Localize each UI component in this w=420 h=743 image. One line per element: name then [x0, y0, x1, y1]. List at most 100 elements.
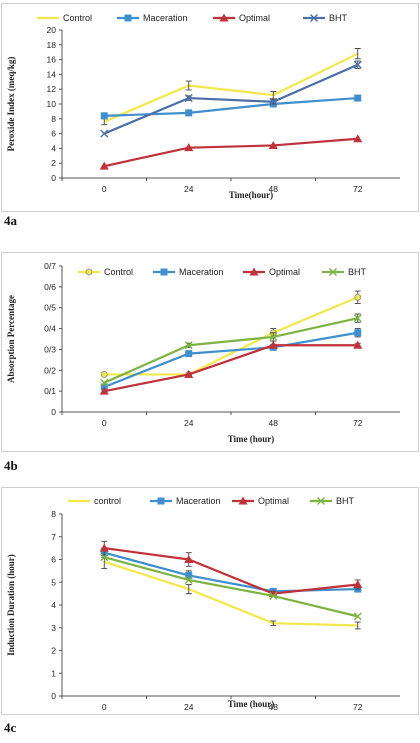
error-bar	[354, 621, 361, 630]
y-axis-label: Peroxide Index (meq/kg)	[6, 57, 16, 152]
x-tick-label: 0	[102, 184, 107, 194]
y-tick-label: 0/5	[44, 303, 56, 313]
legend-item: Optimal	[232, 496, 289, 506]
x-tick-label: 0	[102, 702, 107, 712]
legend-marker	[238, 496, 248, 505]
chart-frame-4a	[1, 3, 419, 212]
y-tick-label: 1	[51, 668, 56, 678]
data-point	[269, 332, 278, 341]
y-tick-label: 8	[51, 114, 56, 124]
error-bar	[354, 48, 361, 60]
data-point	[353, 60, 362, 69]
data-point	[184, 341, 193, 350]
legend-marker	[219, 13, 229, 22]
legend-item: Optimal	[243, 267, 300, 277]
x-tick-label: 0	[102, 418, 107, 428]
data-point	[354, 329, 362, 337]
y-tick-label: 0/1	[44, 386, 56, 396]
series-bht	[100, 553, 362, 621]
error-bar	[270, 620, 277, 626]
error-bar	[185, 584, 192, 595]
data-point	[354, 94, 362, 102]
x-tick-label: 24	[184, 184, 194, 194]
data-point	[185, 350, 193, 358]
data-point	[184, 143, 194, 152]
legend-label: BHT	[348, 267, 367, 277]
legend-item: Optimal	[213, 13, 270, 23]
legend-label: Optimal	[269, 267, 300, 277]
induction-duration-chart: 0 1 2 3 4 5 6 7 8 0 24 48 72 Time (hour) Induction Dur…	[6, 496, 400, 712]
legend-item: Control	[37, 13, 92, 23]
data-point	[268, 340, 278, 349]
legend-marker	[317, 497, 325, 505]
legend-label: Control	[63, 13, 92, 23]
x-tick-label: 72	[353, 702, 363, 712]
y-tick-label: 0/3	[44, 344, 56, 354]
panel-4b: 0 0/1 0/2 0/3 0/4 0/5 0/6 0/7 0 24 48 72 Time (hour)…	[0, 252, 420, 480]
y-tick-label: 0	[51, 691, 56, 701]
y-tick-label: 14	[47, 69, 57, 79]
legend-item: Maceration	[153, 267, 224, 277]
data-point	[184, 369, 194, 378]
legend-marker	[310, 14, 318, 22]
series-line	[103, 551, 358, 593]
series-line	[104, 137, 358, 168]
x-tick-label: 48	[269, 418, 279, 428]
panel-label-4a: 4a	[4, 213, 17, 228]
panel-label-4c: 4c	[4, 720, 17, 735]
data-point	[185, 571, 193, 579]
data-point	[100, 378, 109, 387]
legend-label: BHT	[336, 496, 355, 506]
legend-marker	[85, 268, 93, 276]
y-tick-label: 5	[51, 577, 56, 587]
legend-label: Maceration	[143, 13, 188, 23]
series-bht	[100, 60, 362, 138]
data-point	[99, 543, 109, 552]
y-tick-label: 0	[51, 407, 56, 417]
data-point	[100, 112, 108, 120]
data-point	[185, 109, 193, 117]
y-tick-label: 0/2	[44, 365, 56, 375]
legend-item: Control	[78, 267, 133, 277]
legend-item: Maceration	[150, 496, 221, 506]
legend-item: Maceration	[117, 13, 188, 23]
series-line	[103, 331, 358, 388]
legend-item: control	[68, 496, 121, 506]
data-point	[100, 553, 109, 562]
series-line	[103, 63, 359, 135]
y-tick-label: 3	[51, 623, 56, 633]
y-tick-label: 6	[51, 555, 56, 565]
series-line	[103, 317, 358, 384]
panel-label-4b: 4b	[4, 458, 18, 473]
y-tick-label: 0/4	[44, 324, 56, 334]
data-point	[184, 555, 194, 563]
x-axis-label: Time(hour)	[229, 190, 273, 200]
y-tick-label: 4	[51, 600, 56, 610]
panel-4a: 0 2 4 6 8 10 12 14 16 18 20 0 24 48 72 Time(hour) Peroxi…	[0, 0, 420, 235]
series-line	[104, 96, 358, 117]
legend-label: Maceration	[179, 267, 224, 277]
y-tick-label: 6	[51, 129, 56, 139]
x-tick-label: 72	[353, 418, 363, 428]
data-point	[354, 293, 362, 301]
data-point	[99, 161, 109, 170]
data-point	[100, 129, 109, 138]
series-line	[104, 296, 359, 376]
legend-marker	[157, 497, 165, 505]
series-line	[103, 52, 359, 123]
series-optimal	[99, 134, 363, 170]
data-point	[184, 94, 193, 103]
data-point	[353, 314, 362, 323]
legend-marker	[249, 267, 259, 276]
data-point	[353, 340, 363, 349]
legend-marker	[160, 268, 168, 276]
legend-item: BHT	[303, 13, 348, 23]
legend-item: BHT	[322, 267, 367, 277]
absorption-percentage-chart: 0 0/1 0/2 0/3 0/4 0/5 0/6 0/7 0 24 48 72 Time (hour)…	[6, 261, 400, 444]
legend-label: Optimal	[239, 13, 270, 23]
y-tick-label: 12	[47, 84, 57, 94]
x-tick-label: 24	[184, 702, 194, 712]
y-tick-label: 16	[47, 55, 57, 65]
panel-4c: 0 1 2 3 4 5 6 7 8 0 24 48 72 Time (hour) Induction Dur…	[0, 487, 420, 743]
